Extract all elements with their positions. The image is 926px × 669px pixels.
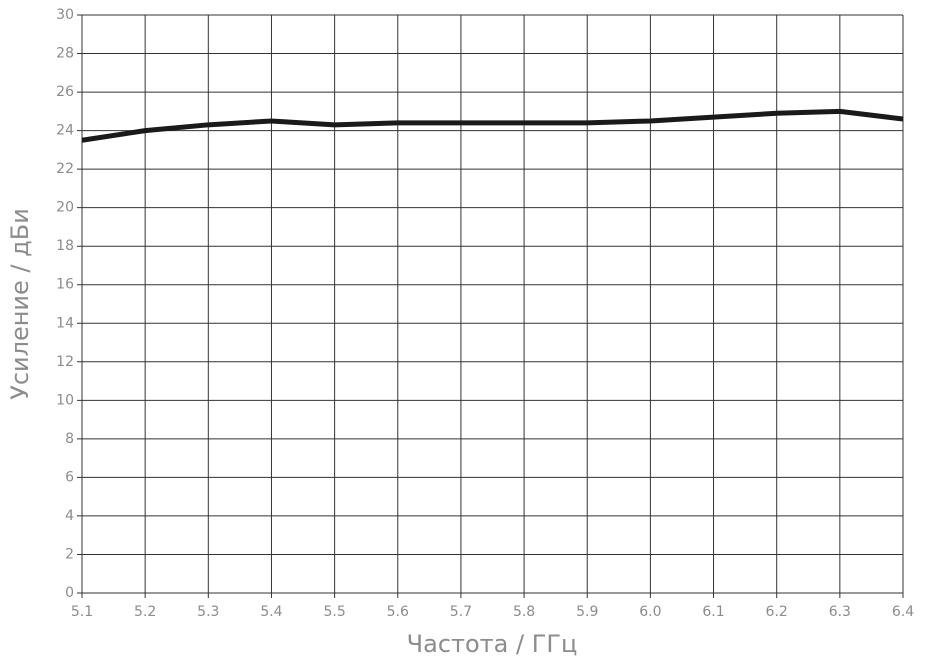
y-tick-label: 10 [56,392,74,408]
x-tick-label: 5.7 [450,604,472,620]
y-tick-label: 4 [65,508,74,524]
x-tick-label: 6.2 [766,604,788,620]
x-tick-label: 6.0 [639,604,661,620]
x-tick-label: 5.1 [71,604,93,620]
x-tick-label: 6.4 [892,604,914,620]
x-tick-label: 5.6 [387,604,409,620]
x-tick-label: 5.9 [576,604,598,620]
y-tick-label: 16 [56,277,74,293]
y-tick-label: 24 [56,123,74,139]
y-tick-label: 18 [56,238,74,254]
y-tick-label: 14 [56,315,74,331]
y-tick-label: 22 [56,161,74,177]
y-tick-label: 8 [65,431,74,447]
x-tick-label: 5.8 [513,604,535,620]
y-tick-label: 28 [56,46,74,62]
x-tick-label: 5.3 [197,604,219,620]
x-tick-label: 6.3 [829,604,851,620]
x-tick-label: 6.1 [702,604,724,620]
x-axis-label: Частота / ГГц [407,630,578,658]
y-tick-label: 26 [56,84,74,100]
y-tick-label: 0 [65,585,74,601]
y-tick-label: 2 [65,546,74,562]
y-tick-label: 20 [56,200,74,216]
x-tick-label: 5.4 [260,604,282,620]
x-tick-label: 5.2 [134,604,156,620]
y-tick-label: 12 [56,354,74,370]
data-line [81,108,904,143]
y-tick-label: 30 [56,7,74,23]
x-tick-label: 5.5 [323,604,345,620]
y-axis-label: Усиление / дБи [6,208,34,400]
y-tick-label: 6 [65,469,74,485]
